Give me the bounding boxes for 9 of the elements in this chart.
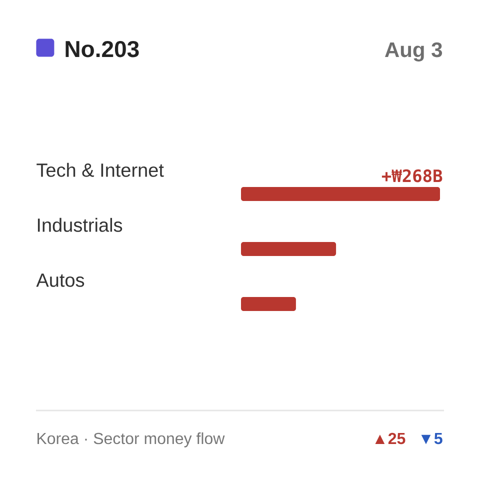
y-tick-label: Industrials [38, 218, 122, 232]
text: ▼5 [421, 432, 442, 444]
chart-title: No.203 [66, 40, 139, 58]
y-tick-label: Tech & Internet [36, 162, 164, 177]
text: Korea · Sector money flow [38, 432, 225, 448]
text: ▲25 [375, 432, 406, 444]
chart-subtitle: Aug 3 [384, 42, 442, 62]
data-label: +₩268B [382, 169, 442, 182]
y-tick-label: Autos [36, 274, 84, 287]
